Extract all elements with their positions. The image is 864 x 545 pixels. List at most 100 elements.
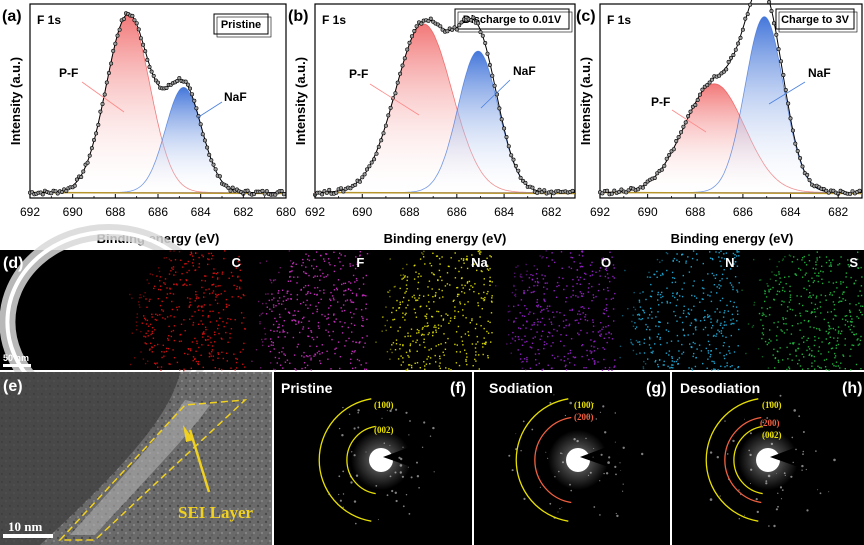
beam-stop [580,424,668,488]
diffraction-pattern [318,398,471,525]
y-axis-label: Intensity (a.u.) [293,57,308,145]
eds-tile-f: F [246,250,369,371]
sei-arrowhead [183,425,194,442]
xps-panel-a: (a) F 1s Pristine Intensity (a.u.) Bindi… [2,3,296,246]
arrow-pf [671,109,707,133]
ring-label-200: (200) [574,412,594,422]
x-tick-label: 682 [233,205,253,219]
eds-element-label: C [231,255,241,270]
diffraction-ring [705,398,759,522]
x-tick-label: 690 [63,205,83,219]
eds-element-label: S [849,255,858,270]
eds-tile-s: S [740,250,864,371]
diffraction-ring [318,398,372,522]
plot-frame [314,3,576,199]
x-tick-label: 690 [352,205,372,219]
measured-points [597,0,862,197]
x-tick-label: 688 [400,205,420,219]
saed-panel-pristine: Pristine (f) (100) (002) [274,372,472,545]
x-tick-label: 682 [828,205,848,219]
x-tick-label: 690 [638,205,658,219]
spectrum-title: F 1s [37,13,61,27]
panel-label: (h) [842,380,862,397]
panel-label: (a) [2,8,22,25]
eds-scale-bar: 50 nm [3,353,31,367]
eds-tile-o: O [493,250,616,371]
diffraction-ring [346,425,376,495]
beam-stop [770,424,858,488]
x-tick-label: 692 [590,205,610,219]
condition-box: Discharge to 0.01V [454,8,573,33]
beam-stop [383,424,471,488]
x-ticks: 692 690 688 686 684 682 [305,194,562,219]
x-tick-label: 682 [541,205,561,219]
panel-label: (e) [3,378,23,395]
condition-box: Charge to 3V [775,8,858,33]
background-line [599,191,863,195]
ring-label-200: (200) [760,418,780,428]
condition-label: Discharge to 0.01V [463,14,562,26]
panel-label: (c) [576,8,596,25]
background-line [314,191,576,195]
plot-area [27,11,287,197]
saed-panel-desodiation: Desodiation (h) (100) (200) (002) [672,372,864,545]
eds-element-label: F [356,255,364,270]
eds-tile-na: Na [370,250,493,371]
arrow-naf [196,101,223,119]
x-tick-label: 686 [447,205,467,219]
ring-label-002: (002) [762,430,782,440]
diffraction-ring [724,416,762,504]
x-tick-label: 692 [305,205,325,219]
eds-tiles: C F Na O N S [0,224,864,420]
arrow-pf [81,81,125,113]
x-tick-label: 692 [20,205,40,219]
sei-arrow [188,429,211,493]
peak-label-pf: P-F [651,95,670,109]
ring-label-100: (100) [374,400,394,410]
ring-label-100: (100) [574,400,594,410]
diffraction-ring [733,425,763,495]
eds-tile-n: N [617,250,740,371]
eds-tile-haadf [0,224,218,420]
panel-label: (f) [450,380,466,397]
x-tick-label: 684 [191,205,211,219]
x-ticks: 692 690 688 686 684 682 680 [20,194,296,219]
ring-label-100: (100) [762,400,782,410]
spectrum-title: F 1s [322,13,346,27]
condition-label: Pristine [221,19,261,31]
diffraction-ring [515,398,569,522]
eds-mapping-row: C F Na O N S (d) 50 nm [0,224,864,420]
plot-area [312,15,576,197]
scale-bar-label: 10 nm [8,519,42,534]
diffraction-pattern [705,391,858,528]
x-tick-label: 686 [148,205,168,219]
peak-label-naf: NaF [513,64,536,78]
x-tick-label: 686 [733,205,753,219]
panel-label: (g) [646,380,666,397]
arrow-naf [480,79,511,109]
tem-scale-bar [3,534,53,538]
eds-element-label: Na [471,255,488,270]
x-tick-label: 680 [276,205,296,219]
tem-dark-region [0,372,180,545]
arrow-pf [369,83,420,116]
y-axis-label: Intensity (a.u.) [578,57,593,145]
panel-label: (b) [288,8,308,25]
xps-panel-b: (b) F 1s Discharge to 0.01V Intensity (a… [288,3,576,246]
condition-label: Charge to 3V [781,14,850,26]
xps-panel-c: (c) F 1s Charge to 3V Intensity (a.u.) B… [576,0,863,246]
saed-title: Pristine [281,380,333,396]
saed-title: Desodiation [680,380,760,396]
measured-points [312,15,575,197]
saed-panel-sodiation: Sodiation (g) (100) (200) [474,372,670,545]
arrow-naf [768,81,806,105]
scale-bar-label: 50 nm [3,353,29,363]
x-axis-label: Binding energy (eV) [671,231,794,246]
peak-label-naf: NaF [224,90,247,104]
x-ticks: 692 690 688 686 684 682 [590,194,849,219]
panel-label: (d) [3,255,23,272]
x-tick-label: 688 [105,205,125,219]
x-tick-label: 684 [494,205,514,219]
eds-element-label: O [601,255,611,270]
